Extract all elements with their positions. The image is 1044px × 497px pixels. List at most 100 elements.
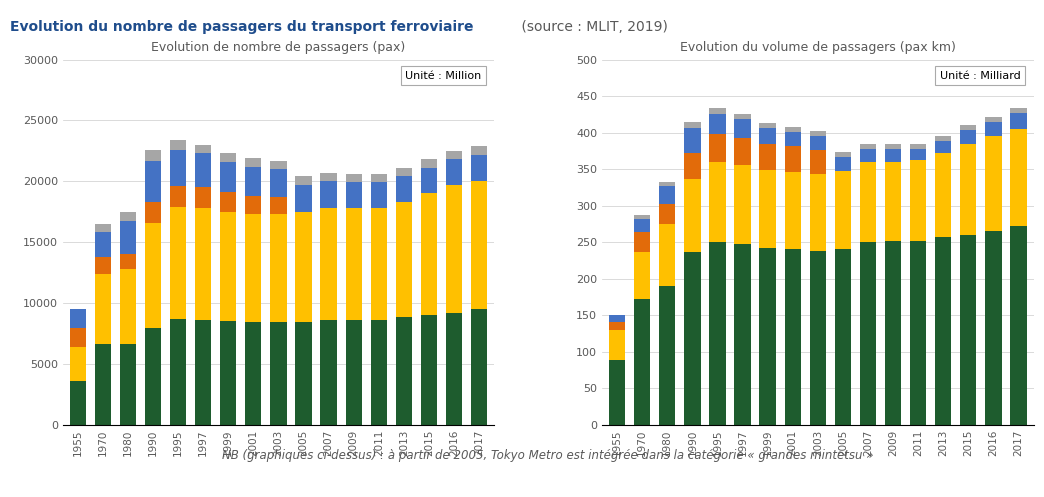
Bar <box>784 172 801 248</box>
Bar <box>446 313 462 424</box>
Bar <box>371 174 387 182</box>
Bar <box>634 219 650 232</box>
Bar <box>910 241 926 424</box>
Bar <box>784 147 801 172</box>
Bar <box>70 309 86 329</box>
Bar <box>95 232 111 256</box>
Bar <box>245 166 261 196</box>
Bar <box>371 208 387 320</box>
Bar <box>120 221 136 254</box>
Bar <box>810 131 826 136</box>
Bar <box>245 323 261 424</box>
Bar <box>634 215 650 219</box>
Bar <box>784 127 801 132</box>
Bar <box>170 150 186 186</box>
Bar <box>759 128 776 144</box>
Bar <box>471 146 488 155</box>
Bar <box>270 323 286 424</box>
Bar <box>421 168 437 193</box>
Bar <box>170 207 186 319</box>
Bar <box>759 248 776 424</box>
Bar <box>860 149 876 162</box>
Bar <box>245 214 261 323</box>
Bar <box>709 242 726 424</box>
Bar <box>759 170 776 248</box>
Bar <box>860 162 876 242</box>
Bar <box>220 192 236 212</box>
Bar <box>759 123 776 128</box>
Bar <box>1011 226 1026 424</box>
Bar <box>684 178 701 251</box>
Bar <box>446 151 462 160</box>
Bar <box>885 241 901 424</box>
Bar <box>734 114 751 119</box>
Bar <box>709 114 726 134</box>
Bar <box>396 176 412 202</box>
Bar <box>609 360 625 424</box>
Bar <box>346 182 362 208</box>
Bar <box>70 347 86 381</box>
Bar <box>910 149 926 161</box>
Bar <box>659 204 675 224</box>
Bar <box>145 161 161 202</box>
Bar <box>145 150 161 161</box>
Bar <box>860 144 876 149</box>
Bar <box>734 166 751 244</box>
Bar <box>684 251 701 424</box>
Bar <box>396 318 412 424</box>
Bar <box>986 136 1001 231</box>
Bar <box>195 153 211 187</box>
Bar <box>471 155 488 181</box>
Bar <box>810 174 826 251</box>
Bar <box>734 244 751 424</box>
Bar <box>960 144 976 235</box>
Bar <box>95 274 111 344</box>
Bar <box>321 320 337 424</box>
Bar <box>321 208 337 320</box>
Bar <box>709 134 726 162</box>
Bar <box>120 254 136 269</box>
Bar <box>195 320 211 424</box>
Bar <box>220 212 236 321</box>
Bar <box>120 269 136 344</box>
Bar <box>734 138 751 166</box>
Bar <box>609 315 625 323</box>
Bar <box>245 158 261 166</box>
Bar <box>446 185 462 313</box>
Bar <box>295 176 312 185</box>
Title: Evolution du volume de passagers (pax km): Evolution du volume de passagers (pax km… <box>680 41 955 54</box>
Bar <box>609 330 625 360</box>
Bar <box>1011 113 1026 129</box>
Bar <box>346 174 362 182</box>
Bar <box>245 196 261 214</box>
Bar <box>220 153 236 162</box>
Bar <box>421 193 437 315</box>
Title: Evolution de nombre de passagers (pax): Evolution de nombre de passagers (pax) <box>151 41 405 54</box>
Bar <box>935 136 951 141</box>
Bar <box>170 186 186 207</box>
Bar <box>810 136 826 150</box>
Bar <box>759 144 776 170</box>
Bar <box>145 223 161 329</box>
Bar <box>835 158 851 170</box>
Bar <box>910 161 926 241</box>
Bar <box>885 144 901 150</box>
Bar <box>835 170 851 249</box>
Bar <box>471 181 488 309</box>
Bar <box>885 162 901 241</box>
Bar <box>270 161 286 169</box>
Bar <box>634 251 650 299</box>
Bar <box>371 320 387 424</box>
Bar <box>960 125 976 130</box>
Bar <box>659 186 675 204</box>
Bar <box>709 162 726 242</box>
Bar <box>885 150 901 162</box>
Bar <box>835 249 851 424</box>
Bar <box>220 321 236 424</box>
Bar <box>659 224 675 286</box>
Bar <box>910 144 926 149</box>
Bar <box>609 323 625 330</box>
Bar <box>270 169 286 197</box>
Bar <box>421 160 437 168</box>
Bar <box>935 237 951 424</box>
